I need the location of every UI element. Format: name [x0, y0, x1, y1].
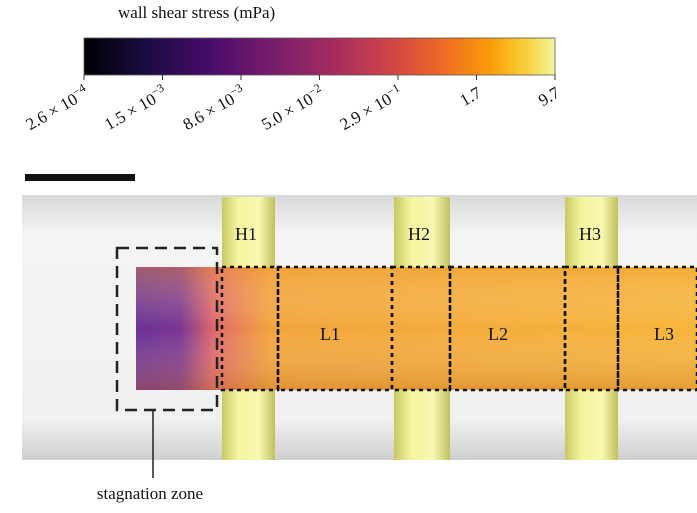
tick-label: 9.7: [535, 83, 563, 110]
tick-label-base: 1.5 × 10: [101, 89, 159, 134]
region-label: L1: [320, 324, 340, 344]
tick-label: 2.9 × 10−1: [335, 80, 406, 134]
main-channel-shade: [136, 267, 697, 390]
scale-bar: [25, 174, 135, 181]
tick-label-base: 8.6 × 10: [180, 89, 238, 134]
region-label: L3: [654, 324, 674, 344]
tick-label-base: 9.7: [535, 83, 563, 110]
tick-label-base: 5.0 × 10: [258, 89, 316, 134]
colorbar: [84, 38, 555, 75]
tick-label-base: 1.7: [457, 83, 485, 110]
tick-label: 1.7: [457, 83, 485, 110]
tick-label: 1.5 × 10−3: [100, 80, 171, 134]
annotation: stagnation zone: [97, 484, 203, 503]
figure: wall shear stress (mPa) 2.6 × 10−41.5 × …: [0, 0, 697, 513]
region-label: L2: [488, 324, 508, 344]
tick-label: 5.0 × 10−2: [257, 80, 328, 134]
tick-label-base: 2.6 × 10: [23, 89, 81, 134]
region-label: H3: [579, 224, 601, 244]
tick-label-base: 2.9 × 10: [337, 89, 395, 134]
colorbar-title: wall shear stress (mPa): [118, 3, 275, 22]
region-label: H1: [235, 224, 257, 244]
region-label: H2: [408, 224, 430, 244]
tick-label: 2.6 × 10−4: [21, 80, 92, 134]
tick-label: 8.6 × 10−3: [178, 80, 249, 134]
